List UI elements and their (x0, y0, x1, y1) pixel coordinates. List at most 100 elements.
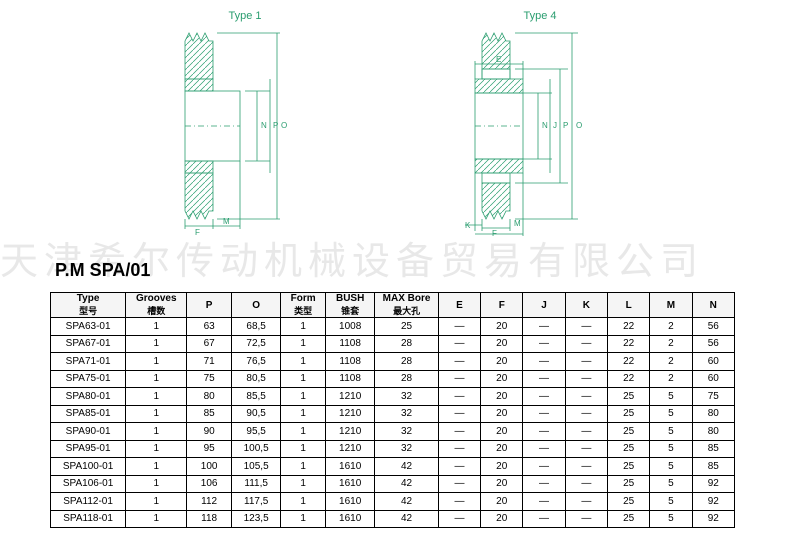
table-row: SPA85-0118590,51121032—20——25580 (51, 405, 735, 423)
table-cell: — (438, 405, 480, 423)
spec-table-wrap: Type型号Grooves槽数POForm类型BUSH锥套MAX Bore最大孔… (50, 292, 735, 528)
diagram-area: Type 1 F (0, 0, 785, 250)
svg-text:J: J (553, 121, 557, 130)
table-cell: 20 (481, 405, 523, 423)
table-cell: 1 (281, 405, 326, 423)
svg-text:P: P (273, 121, 278, 130)
svg-text:O: O (281, 121, 287, 130)
table-cell: 20 (481, 493, 523, 511)
table-cell: 1 (126, 405, 187, 423)
table-cell: 1 (281, 388, 326, 406)
table-cell: 20 (481, 475, 523, 493)
table-cell: 1 (126, 318, 187, 336)
table-cell: 2 (650, 353, 692, 371)
table-cell: 90,5 (231, 405, 280, 423)
table-row: SPA71-0117176,51110828—20——22260 (51, 353, 735, 371)
col-type: Type型号 (51, 293, 126, 318)
table-cell: 68,5 (231, 318, 280, 336)
table-cell: 22 (607, 335, 649, 353)
table-row: SPA80-0118085,51121032—20——25575 (51, 388, 735, 406)
table-cell: 5 (650, 475, 692, 493)
table-cell: 25 (607, 458, 649, 476)
svg-text:K: K (465, 221, 471, 230)
table-body: SPA63-0116368,51100825—20——22256SPA67-01… (51, 318, 735, 528)
table-cell: 1 (281, 335, 326, 353)
table-cell: SPA90-01 (51, 423, 126, 441)
table-cell: — (523, 405, 565, 423)
diagram-type4-label: Type 4 (460, 10, 620, 22)
table-cell: — (438, 388, 480, 406)
table-cell: — (523, 475, 565, 493)
table-cell: SPA100-01 (51, 458, 126, 476)
page-title: P.M SPA/01 (55, 260, 150, 281)
col-e: E (438, 293, 480, 318)
table-cell: 75 (692, 388, 734, 406)
table-cell: 42 (375, 510, 438, 528)
table-cell: 90 (187, 423, 232, 441)
table-cell: 1210 (325, 388, 374, 406)
table-cell: — (565, 335, 607, 353)
table-row: SPA118-011118123,51161042—20——25592 (51, 510, 735, 528)
svg-text:M: M (223, 217, 230, 226)
table-cell: 85 (692, 458, 734, 476)
svg-text:F: F (195, 228, 200, 236)
table-cell: 20 (481, 423, 523, 441)
table-cell: 80 (692, 405, 734, 423)
table-cell: 42 (375, 475, 438, 493)
table-cell: SPA112-01 (51, 493, 126, 511)
table-cell: 28 (375, 335, 438, 353)
table-cell: 56 (692, 318, 734, 336)
table-cell: 1 (281, 440, 326, 458)
table-cell: 112 (187, 493, 232, 511)
table-cell: 1610 (325, 493, 374, 511)
table-row: SPA106-011106111,51161042—20——25592 (51, 475, 735, 493)
table-cell: — (565, 370, 607, 388)
table-cell: — (565, 458, 607, 476)
table-cell: 1 (281, 370, 326, 388)
table-cell: 1 (281, 493, 326, 511)
table-cell: 5 (650, 510, 692, 528)
table-cell: 5 (650, 493, 692, 511)
svg-text:N: N (542, 121, 548, 130)
table-cell: 28 (375, 370, 438, 388)
table-cell: 100,5 (231, 440, 280, 458)
table-cell: 42 (375, 458, 438, 476)
table-cell: 1 (126, 475, 187, 493)
table-cell: — (438, 475, 480, 493)
table-cell: 60 (692, 353, 734, 371)
table-cell: 1008 (325, 318, 374, 336)
table-cell: 1 (126, 388, 187, 406)
table-cell: 85,5 (231, 388, 280, 406)
table-cell: 25 (607, 423, 649, 441)
table-cell: 56 (692, 335, 734, 353)
svg-text:F: F (492, 229, 497, 236)
table-row: SPA112-011112117,51161042—20——25592 (51, 493, 735, 511)
table-cell: 1 (281, 510, 326, 528)
table-cell: 1210 (325, 405, 374, 423)
pulley-drawing-type1: F M N P O (175, 26, 315, 236)
table-cell: 32 (375, 440, 438, 458)
pulley-drawing-type4: K F L M N J P (460, 26, 620, 236)
table-cell: 1 (281, 475, 326, 493)
table-cell: 80 (187, 388, 232, 406)
table-cell: 1210 (325, 423, 374, 441)
col-form: Form类型 (281, 293, 326, 318)
table-cell: — (523, 423, 565, 441)
table-cell: 32 (375, 388, 438, 406)
table-cell: — (438, 493, 480, 511)
table-cell: 25 (607, 493, 649, 511)
table-cell: 105,5 (231, 458, 280, 476)
table-cell: 1 (126, 353, 187, 371)
table-cell: 22 (607, 318, 649, 336)
table-cell: — (523, 493, 565, 511)
table-cell: 123,5 (231, 510, 280, 528)
table-cell: 1 (281, 458, 326, 476)
table-cell: 1210 (325, 440, 374, 458)
table-cell: 71 (187, 353, 232, 371)
table-cell: 20 (481, 370, 523, 388)
table-cell: 67 (187, 335, 232, 353)
table-cell: — (523, 318, 565, 336)
table-cell: SPA71-01 (51, 353, 126, 371)
table-cell: 80,5 (231, 370, 280, 388)
table-cell: 5 (650, 423, 692, 441)
